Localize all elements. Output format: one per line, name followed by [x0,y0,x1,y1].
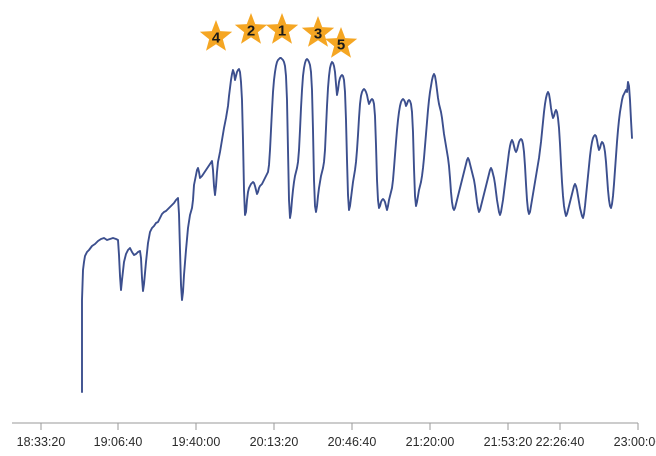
star-marker-label: 2 [247,23,255,40]
x-axis-tick-label: 21:20:00 [406,435,455,449]
star-marker-label: 4 [212,30,221,47]
x-axis-group [12,422,639,430]
x-axis-tick-label: 22:26:40 [536,435,585,449]
star-icon [301,16,335,47]
x-axis-tick-label: 20:13:20 [250,435,299,449]
x-axis-tick-label: 19:06:40 [94,435,143,449]
x-axis-tick-label: 21:53:20 [484,435,533,449]
star-annotations: 4 2 1 35 [199,13,358,58]
series-line [81,57,633,393]
star-marker-label: 3 [314,26,322,43]
x-axis-tick-labels: 18:33:20 19:06:40 19:40:00 20:13:20 20:46:40… [17,435,656,449]
star-icon [234,13,268,44]
star-marker[interactable]: 3 [301,16,335,47]
star-marker-label: 1 [278,23,286,40]
star-marker-label: 5 [337,37,345,54]
x-axis-tick-label: 19:40:00 [172,435,221,449]
x-axis-tick-label: 23:00:00 [614,435,656,449]
star-icon [199,20,233,51]
series-line-group [81,57,633,393]
x-axis-tick-label: 20:46:40 [328,435,377,449]
star-marker[interactable]: 2 [234,13,268,44]
star-marker[interactable]: 5 [324,27,358,58]
star-icon [265,13,299,44]
star-marker[interactable]: 4 [199,20,233,51]
star-icon [324,27,358,58]
x-axis-tick-label: 18:33:20 [17,435,66,449]
star-marker[interactable]: 1 [265,13,299,44]
